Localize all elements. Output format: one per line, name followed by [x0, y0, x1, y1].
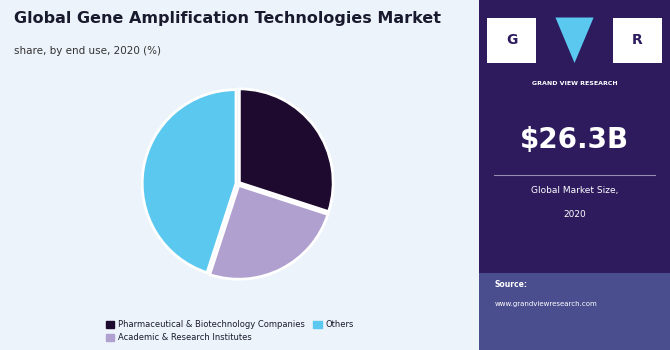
Text: GRAND VIEW RESEARCH: GRAND VIEW RESEARCH: [532, 80, 617, 85]
Text: R: R: [632, 33, 643, 47]
Legend: Pharmaceutical & Biotechnology Companies, Academic & Research Institutes, Others: Pharmaceutical & Biotechnology Companies…: [106, 320, 354, 342]
FancyBboxPatch shape: [479, 273, 670, 350]
Text: Global Market Size,: Global Market Size,: [531, 186, 618, 195]
Wedge shape: [210, 186, 328, 279]
FancyBboxPatch shape: [612, 18, 663, 63]
FancyBboxPatch shape: [486, 18, 536, 63]
Text: share, by end use, 2020 (%): share, by end use, 2020 (%): [14, 46, 161, 56]
Text: 2020: 2020: [563, 210, 586, 219]
Text: www.grandviewresearch.com: www.grandviewresearch.com: [494, 301, 597, 307]
FancyBboxPatch shape: [479, 0, 670, 350]
Text: Source:: Source:: [494, 280, 527, 289]
Polygon shape: [555, 18, 594, 63]
Text: $26.3B: $26.3B: [520, 126, 629, 154]
Text: Global Gene Amplification Technologies Market: Global Gene Amplification Technologies M…: [14, 10, 442, 26]
FancyBboxPatch shape: [0, 0, 479, 350]
Wedge shape: [142, 90, 236, 273]
Wedge shape: [239, 89, 333, 212]
Text: G: G: [506, 33, 517, 47]
